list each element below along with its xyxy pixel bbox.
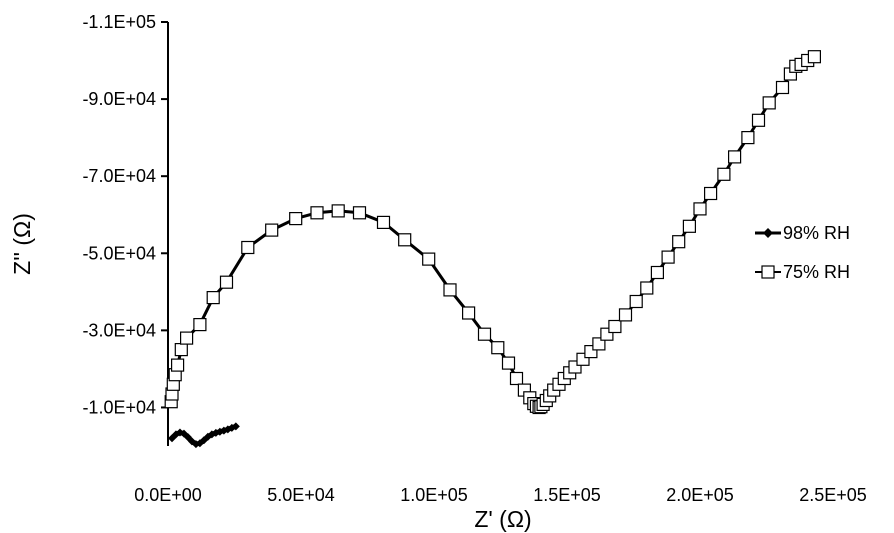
data-point [289,212,303,226]
legend-marker-75-rh [761,265,775,279]
data-point [443,283,457,297]
data-point [376,215,391,229]
x-tick-label: 2.0E+05 [666,485,734,505]
data-point [265,223,279,237]
data-point [650,265,665,280]
series-layer [164,50,822,449]
y-ticks: -1.0E+04 -3.0E+04 -5.0E+04 -7.0E+04 -9.0E+04… [82,12,168,417]
y-tick-label: -5.0E+04 [82,243,156,263]
series-75-rh [164,50,822,415]
data-point [693,202,707,216]
legend-item-75-rh: 75% RH [755,262,850,282]
x-ticks: 0.0E+00 5.0E+04 1.0E+05 1.5E+05 2.0E+05 2.5E+… [134,485,867,505]
data-point [703,186,718,201]
y-axis-title: Z'' (Ω) [9,213,35,275]
x-axis-title: Z' (Ω) [474,506,531,532]
x-tick-label: 5.0E+04 [267,485,335,505]
data-point [775,80,790,95]
data-point [352,206,367,220]
data-point [640,281,654,295]
data-point [219,275,234,289]
data-point [183,433,192,442]
series-98-rh [167,422,240,449]
legend-marker-98-rh [763,228,773,238]
legend-label-98-rh: 98% RH [783,223,850,243]
data-point [180,331,194,345]
data-point [727,150,742,164]
data-point [310,206,324,220]
y-tick-label: -7.0E+04 [82,166,156,186]
data-point [231,422,240,431]
data-point [501,356,516,370]
y-tick-label: -3.0E+04 [82,320,156,340]
data-point [592,337,606,351]
data-point [807,50,822,64]
y-tick-label: -9.0E+04 [82,89,156,109]
x-tick-label: 2.5E+05 [799,485,867,505]
data-point [331,204,345,218]
legend-label-75-rh: 75% RH [783,262,850,282]
data-point [241,240,255,255]
x-tick-label: 1.0E+05 [400,485,468,505]
data-point [751,113,766,127]
data-point [717,167,731,181]
data-point [206,291,220,305]
data-point [477,327,492,341]
data-point [618,308,633,322]
data-point [171,358,185,372]
data-point [672,235,686,249]
legend-item-98-rh: 98% RH [755,223,850,243]
data-point [661,250,675,264]
legend: 98% RH 75% RH [755,223,850,282]
axes: -1.0E+04 -3.0E+04 -5.0E+04 -7.0E+04 -9.0E+04… [82,12,866,505]
x-tick-label: 1.5E+05 [533,485,601,505]
y-tick-label: -1.1E+05 [82,12,156,32]
data-point [491,341,505,355]
x-tick-label: 0.0E+00 [134,485,202,505]
data-point [509,371,524,386]
y-tick-label: -1.0E+04 [82,397,156,417]
data-point [762,96,776,110]
data-point [682,219,697,233]
data-point [174,343,188,357]
data-point [422,252,436,266]
data-point [741,131,755,145]
data-point [608,319,622,334]
data-point [462,306,476,320]
data-point [193,318,207,332]
data-point [398,233,412,247]
data-point [629,294,643,309]
